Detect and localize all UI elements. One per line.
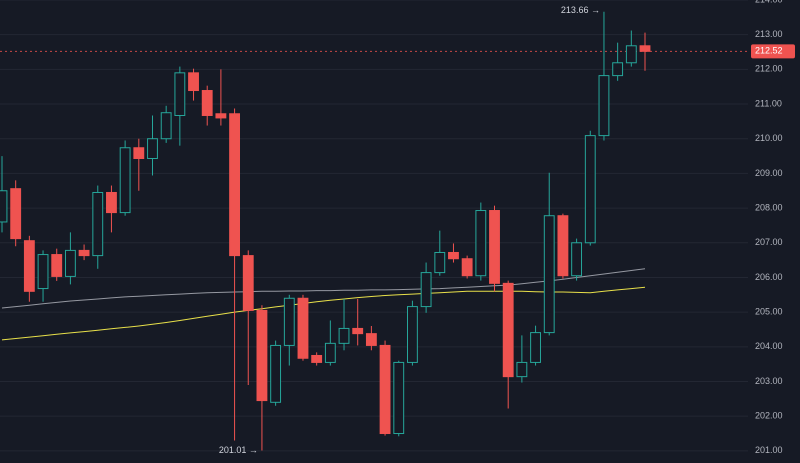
candle-body <box>461 258 473 277</box>
candle-body <box>283 297 295 346</box>
y-tick-label: 204.00 <box>755 341 783 351</box>
candle-body <box>598 75 610 137</box>
candle-body <box>147 138 158 159</box>
candle-body <box>106 191 117 214</box>
candle-body <box>324 342 336 363</box>
candle-body <box>92 191 104 257</box>
candle-body <box>489 210 500 284</box>
high-annotation: 213.66 → <box>561 5 600 15</box>
y-tick-label: 201.00 <box>755 445 783 455</box>
candle-body <box>229 113 240 257</box>
y-tick-label: 209.00 <box>755 168 783 178</box>
candle-body <box>188 72 199 92</box>
candle-body <box>10 188 22 240</box>
candle-body <box>420 272 432 308</box>
candle-body <box>612 62 624 77</box>
y-tick-label: 202.00 <box>755 411 783 421</box>
candle-body <box>407 306 418 363</box>
candle-body <box>502 282 514 378</box>
candle-body <box>434 251 446 274</box>
price-tag <box>751 44 795 59</box>
y-tick-label: 210.00 <box>755 133 783 143</box>
candle-body <box>242 255 254 311</box>
candle-body <box>0 190 8 223</box>
candle-body <box>215 113 227 119</box>
candle-body <box>516 361 528 378</box>
y-tick-label: 207.00 <box>755 237 783 247</box>
y-tick-label: 208.00 <box>755 202 783 212</box>
candle-body <box>338 327 350 344</box>
candle-body <box>64 249 76 277</box>
price-tag-label: 212.52 <box>755 46 783 56</box>
candle-body <box>475 210 487 277</box>
candle-body <box>160 112 172 140</box>
candle-body <box>571 242 583 277</box>
candle-body <box>23 240 35 292</box>
candle-body <box>256 309 268 402</box>
candle-body <box>311 354 323 363</box>
y-tick-label: 211.00 <box>755 98 782 108</box>
candle-body <box>639 45 651 52</box>
y-tick-label: 212.00 <box>755 64 783 74</box>
candle-body <box>78 249 90 257</box>
y-tick-label: 213.00 <box>755 29 783 39</box>
moving-average <box>1 268 646 309</box>
candle-body <box>270 344 282 403</box>
candle-body <box>625 45 637 64</box>
candle-body <box>51 254 63 277</box>
low-annotation: 201.01 → <box>219 445 258 455</box>
y-tick-label: 205.00 <box>755 307 783 317</box>
candle-body <box>365 333 377 346</box>
candle-body <box>448 251 459 260</box>
moving-average <box>1 286 646 341</box>
candle-body <box>297 297 309 359</box>
candle-body <box>379 344 391 435</box>
candle-body <box>133 147 145 159</box>
y-tick-label: 203.00 <box>755 376 783 386</box>
candle-body <box>543 215 555 334</box>
candle-body <box>557 215 569 277</box>
candle-body <box>352 327 364 335</box>
candle-body <box>584 135 596 244</box>
candle-body <box>174 72 186 116</box>
candle-body <box>119 147 131 214</box>
candle-body <box>393 361 405 435</box>
y-tick-label: 206.00 <box>755 272 783 282</box>
candle-body <box>37 254 49 290</box>
candle-body <box>201 90 213 116</box>
candle-body <box>530 332 541 363</box>
y-tick-label: 214.00 <box>755 0 783 4</box>
